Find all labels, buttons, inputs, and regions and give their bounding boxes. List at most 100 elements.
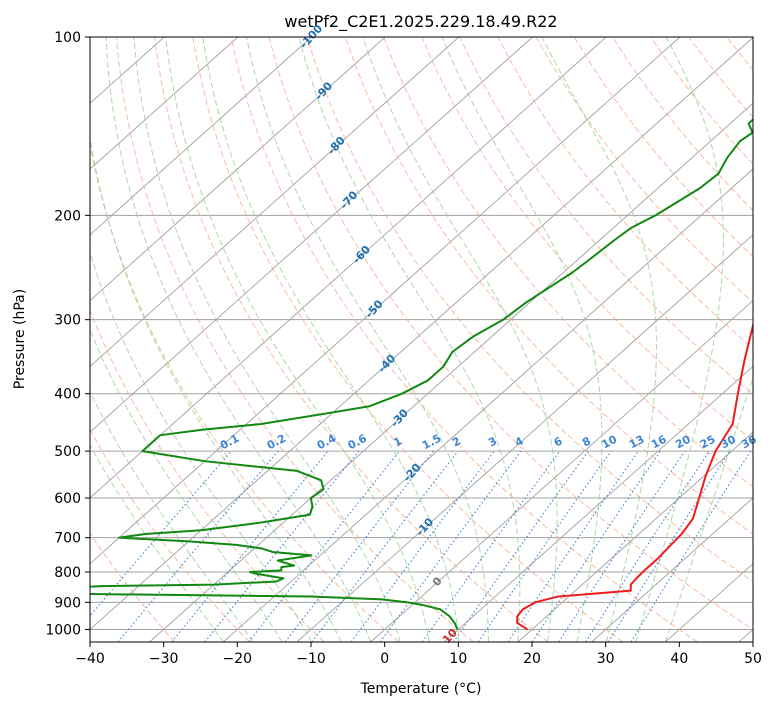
y-tick-label: 700: [54, 531, 81, 547]
x-tick-label: 50: [744, 651, 762, 667]
moist-adiabat-line: [90, 251, 313, 642]
y-tick-label: 100: [54, 30, 81, 46]
isotherm-line: [149, 102, 753, 642]
mixing-ratio-label: 25: [698, 433, 718, 452]
background-lines: [90, 37, 775, 642]
isotherm-line: [90, 37, 239, 170]
temperature-line: [516, 321, 753, 631]
dry-adiabat-line: [192, 37, 624, 642]
mixing-ratio-line: [350, 450, 495, 642]
x-tick-label: 30: [597, 651, 615, 667]
dry-adiabat-line: [688, 37, 753, 118]
mixing-ratio-line: [117, 450, 279, 642]
mixing-ratio-label: 6: [552, 434, 565, 449]
dry-adiabat-line: [154, 37, 549, 642]
y-tick-label: 800: [54, 565, 81, 581]
isotherm-line: [90, 37, 312, 236]
mixing-ratio-label: 13: [627, 433, 647, 452]
moist-adiabat-line: [362, 37, 558, 642]
y-tick-label: 400: [54, 387, 81, 403]
dry-adiabat-line: [306, 37, 753, 583]
moist-adiabat-line: [90, 134, 342, 642]
dry-adiabat-line: [535, 37, 753, 304]
mixing-ratio-line: [248, 450, 400, 642]
moist-adiabat-line: [165, 37, 431, 642]
mixing-ratio-line: [204, 450, 360, 642]
x-tick-label: −40: [75, 651, 105, 667]
x-tick-label: 0: [380, 651, 389, 667]
plot-frame: [89, 36, 754, 643]
isotherm-line: [222, 168, 753, 642]
dry-adiabat-line: [383, 37, 753, 488]
mixing-ratio-label: 36: [739, 433, 759, 452]
mixing-ratio-label: 0.1: [218, 432, 241, 453]
mixing-ratio-line: [607, 450, 731, 642]
dry-adiabat-line: [90, 141, 400, 642]
mixing-ratio-label: 0.2: [265, 432, 288, 453]
x-tick-label: −20: [223, 651, 253, 667]
dry-adiabat-line: [573, 37, 753, 258]
x-tick-label: 20: [523, 651, 541, 667]
dry-adiabat-line: [90, 308, 325, 642]
dry-adiabat-line: [650, 37, 753, 165]
x-axis-label: Temperature (°C): [360, 681, 482, 697]
line-labels: 0.1 0.2 0.4 0.6 1 1.5 2 3 4 6 8 10 13 16 20 25 30 36-100-…: [218, 22, 759, 646]
isotherm-line: [443, 365, 753, 642]
mixing-ratio-line: [311, 450, 459, 642]
mixing-ratio-label: 20: [673, 433, 693, 452]
dry-adiabat-line: [765, 37, 775, 642]
mixing-ratio-label: 8: [580, 434, 593, 449]
isotherm-line: [296, 234, 753, 642]
dry-adiabat-line: [497, 37, 753, 349]
x-tick-label: −30: [149, 651, 179, 667]
moist-adiabat-line: [664, 375, 753, 642]
isotherm-line: [90, 37, 607, 499]
x-tick-label: 10: [449, 651, 467, 667]
moist-adiabat-line: [298, 37, 521, 642]
isotherm-line: [370, 299, 753, 642]
dry-adiabat-line: [421, 37, 753, 442]
moist-adiabat-line: [246, 37, 489, 642]
mixing-ratio-line: [531, 450, 661, 642]
moist-adiabat-line: [105, 37, 372, 642]
dry-adiabat-line: [115, 37, 474, 642]
isotherm-line: [517, 431, 753, 642]
isotherm-line: [90, 37, 753, 631]
moist-adiabat-line: [90, 390, 254, 642]
y-tick-label: 600: [54, 491, 81, 507]
x-tick-label: 40: [670, 651, 688, 667]
isotherm-line: [738, 628, 753, 642]
moist-adiabat-line: [90, 444, 224, 642]
mixing-ratio-label: 10: [600, 433, 620, 452]
x-tick-label: −10: [296, 651, 326, 667]
moist-adiabat-line: [541, 37, 657, 642]
isotherm-line: [90, 37, 460, 367]
dry-adiabat-line: [90, 532, 176, 642]
moist-adiabat-line: [90, 328, 283, 642]
isotherm-line: [90, 37, 681, 565]
isotherm-line: [591, 497, 753, 642]
mixing-ratio-label: 30: [718, 433, 738, 452]
dewpoint-line: [90, 117, 753, 630]
moist-adiabat-line: [202, 37, 460, 642]
mixing-ratio-line: [421, 450, 561, 642]
y-tick-label: 900: [54, 595, 81, 611]
y-tick-label: 500: [54, 444, 81, 460]
mixing-ratio-label: 0.4: [315, 432, 339, 453]
x-axis: −40 −30 −20 −10 0 10 20 30 40 50: [75, 642, 762, 667]
isotherm-line: [90, 37, 386, 302]
dry-adiabat-line: [90, 428, 250, 642]
mixing-ratio-line: [452, 450, 589, 642]
dry-adiabat-line: [459, 37, 753, 395]
mixing-ratio-line: [507, 450, 639, 642]
y-tick-label: 300: [54, 313, 81, 329]
y-tick-label: 200: [54, 208, 81, 224]
y-axis-label: Pressure (hPa): [12, 289, 28, 389]
mixing-ratio-line: [379, 450, 522, 642]
isotherm-line: [90, 37, 533, 433]
y-axis: 100 200 300 400 500 600 700 800 900 1000: [45, 30, 90, 638]
chart-title: wetPf2_C2E1.2025.229.18.49.R22: [284, 12, 557, 32]
mixing-ratio-line: [585, 450, 710, 642]
moist-adiabat-line: [635, 37, 724, 642]
